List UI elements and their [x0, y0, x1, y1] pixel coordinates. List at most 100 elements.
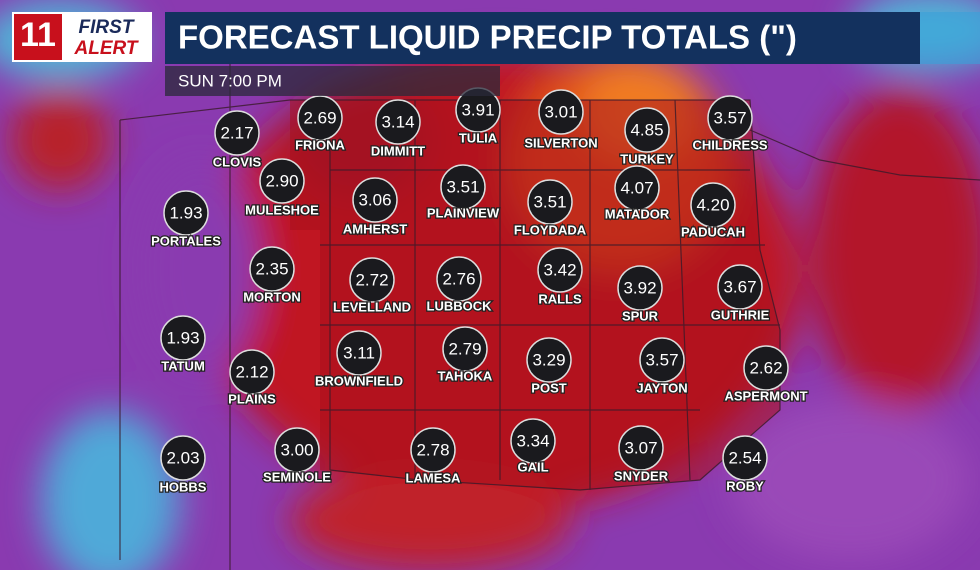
city-name: SILVERTON [524, 135, 597, 150]
city-value: 3.01 [544, 102, 577, 121]
city-value: 2.79 [448, 339, 481, 358]
city-value: 3.57 [645, 350, 678, 369]
value-marker [442, 326, 488, 372]
city-name: AMHERST [343, 221, 407, 236]
value-marker [160, 315, 206, 361]
city-name: FLOYDADA [514, 222, 587, 237]
city-value: 2.90 [265, 171, 298, 190]
city-value: 3.51 [446, 177, 479, 196]
value-marker [624, 107, 670, 153]
city-name: ROBY [726, 478, 764, 493]
city-value: 2.69 [303, 108, 336, 127]
title-accent [920, 12, 980, 64]
value-marker [717, 264, 763, 310]
city-value: 3.91 [461, 100, 494, 119]
logo-badge [14, 14, 62, 60]
city-value: 4.20 [696, 195, 729, 214]
value-marker [352, 177, 398, 223]
city-name: MULESHOE [245, 202, 319, 217]
value-marker [440, 164, 486, 210]
city-value: 3.67 [723, 277, 756, 296]
city-value: 2.35 [255, 259, 288, 278]
city-name: BROWNFIELD [315, 373, 403, 388]
city-name: PORTALES [151, 233, 221, 248]
city-name: ASPERMONT [724, 388, 807, 403]
city-name: PADUCAH [681, 224, 745, 239]
city-value: 4.85 [630, 120, 663, 139]
city-value: 3.29 [532, 350, 565, 369]
city-name: FRIONA [295, 137, 345, 152]
value-marker [259, 158, 305, 204]
city-name: GAIL [517, 459, 548, 474]
value-marker [349, 257, 395, 303]
city-value: 3.34 [516, 431, 549, 450]
city-value: 3.00 [280, 440, 313, 459]
city-name: CHILDRESS [692, 137, 767, 152]
city-value: 2.03 [166, 448, 199, 467]
city-value: 3.14 [381, 112, 414, 131]
value-marker [690, 182, 736, 228]
city-value: 2.72 [355, 270, 388, 289]
city-value: 3.06 [358, 190, 391, 209]
title-bar [165, 12, 920, 64]
value-marker [618, 425, 664, 471]
logo-brand-top: FIRST [79, 17, 135, 38]
value-marker [336, 330, 382, 376]
city-value: 1.93 [169, 203, 202, 222]
value-marker [639, 337, 685, 383]
value-marker [526, 337, 572, 383]
city-value: 3.51 [533, 192, 566, 211]
city-name: HOBBS [160, 479, 207, 494]
city-name: SPUR [622, 308, 659, 323]
value-marker [617, 265, 663, 311]
city-name: GUTHRIE [711, 307, 770, 322]
city-name: JAYTON [636, 380, 687, 395]
city-value: 1.93 [166, 328, 199, 347]
city-name: PLAINVIEW [427, 205, 500, 220]
city-value: 2.17 [220, 123, 253, 142]
value-marker [249, 246, 295, 292]
city-name: PLAINS [228, 391, 276, 406]
city-name: CLOVIS [213, 154, 262, 169]
value-marker [375, 99, 421, 145]
city-name: SEMINOLE [263, 469, 331, 484]
title: FORECAST LIQUID PRECIP TOTALS (") [178, 19, 797, 56]
value-marker [527, 179, 573, 225]
value-marker [722, 435, 768, 481]
city-name: POST [531, 380, 566, 395]
city-value: 2.78 [416, 440, 449, 459]
logo-brand-bottom: ALERT [74, 38, 139, 59]
city-name: LUBBOCK [427, 298, 493, 313]
city-value: 3.57 [713, 108, 746, 127]
value-marker [538, 89, 584, 135]
city-name: LEVELLAND [333, 299, 411, 314]
city-name: LAMESA [406, 470, 462, 485]
value-marker [163, 190, 209, 236]
value-marker [229, 349, 275, 395]
city-name: TULIA [459, 130, 498, 145]
value-marker [160, 435, 206, 481]
city-name: TURKEY [620, 151, 674, 166]
value-marker [707, 95, 753, 141]
city-name: TAHOKA [438, 368, 493, 383]
city-value: 3.07 [624, 438, 657, 457]
value-marker [510, 418, 556, 464]
city-name: MORTON [243, 289, 301, 304]
city-value: 3.92 [623, 278, 656, 297]
time: SUN 7:00 PM [178, 71, 282, 90]
city-value: 2.76 [442, 269, 475, 288]
city-name: MATADOR [605, 206, 670, 221]
logo-channel: 11 [20, 16, 56, 54]
city-name: DIMMITT [371, 143, 425, 158]
city-value: 4.07 [620, 178, 653, 197]
value-marker [410, 427, 456, 473]
value-marker [743, 345, 789, 391]
city-layer: 2.17 CLOVIS 2.69 FRIONA 3.14 DIMMITT 3.91 TULIA… [150, 87, 809, 496]
value-marker [537, 247, 583, 293]
city-value: 3.11 [343, 343, 375, 362]
value-marker [274, 427, 320, 473]
city-value: 2.62 [749, 358, 782, 377]
city-name: RALLS [538, 291, 582, 306]
city-value: 2.12 [235, 362, 268, 381]
